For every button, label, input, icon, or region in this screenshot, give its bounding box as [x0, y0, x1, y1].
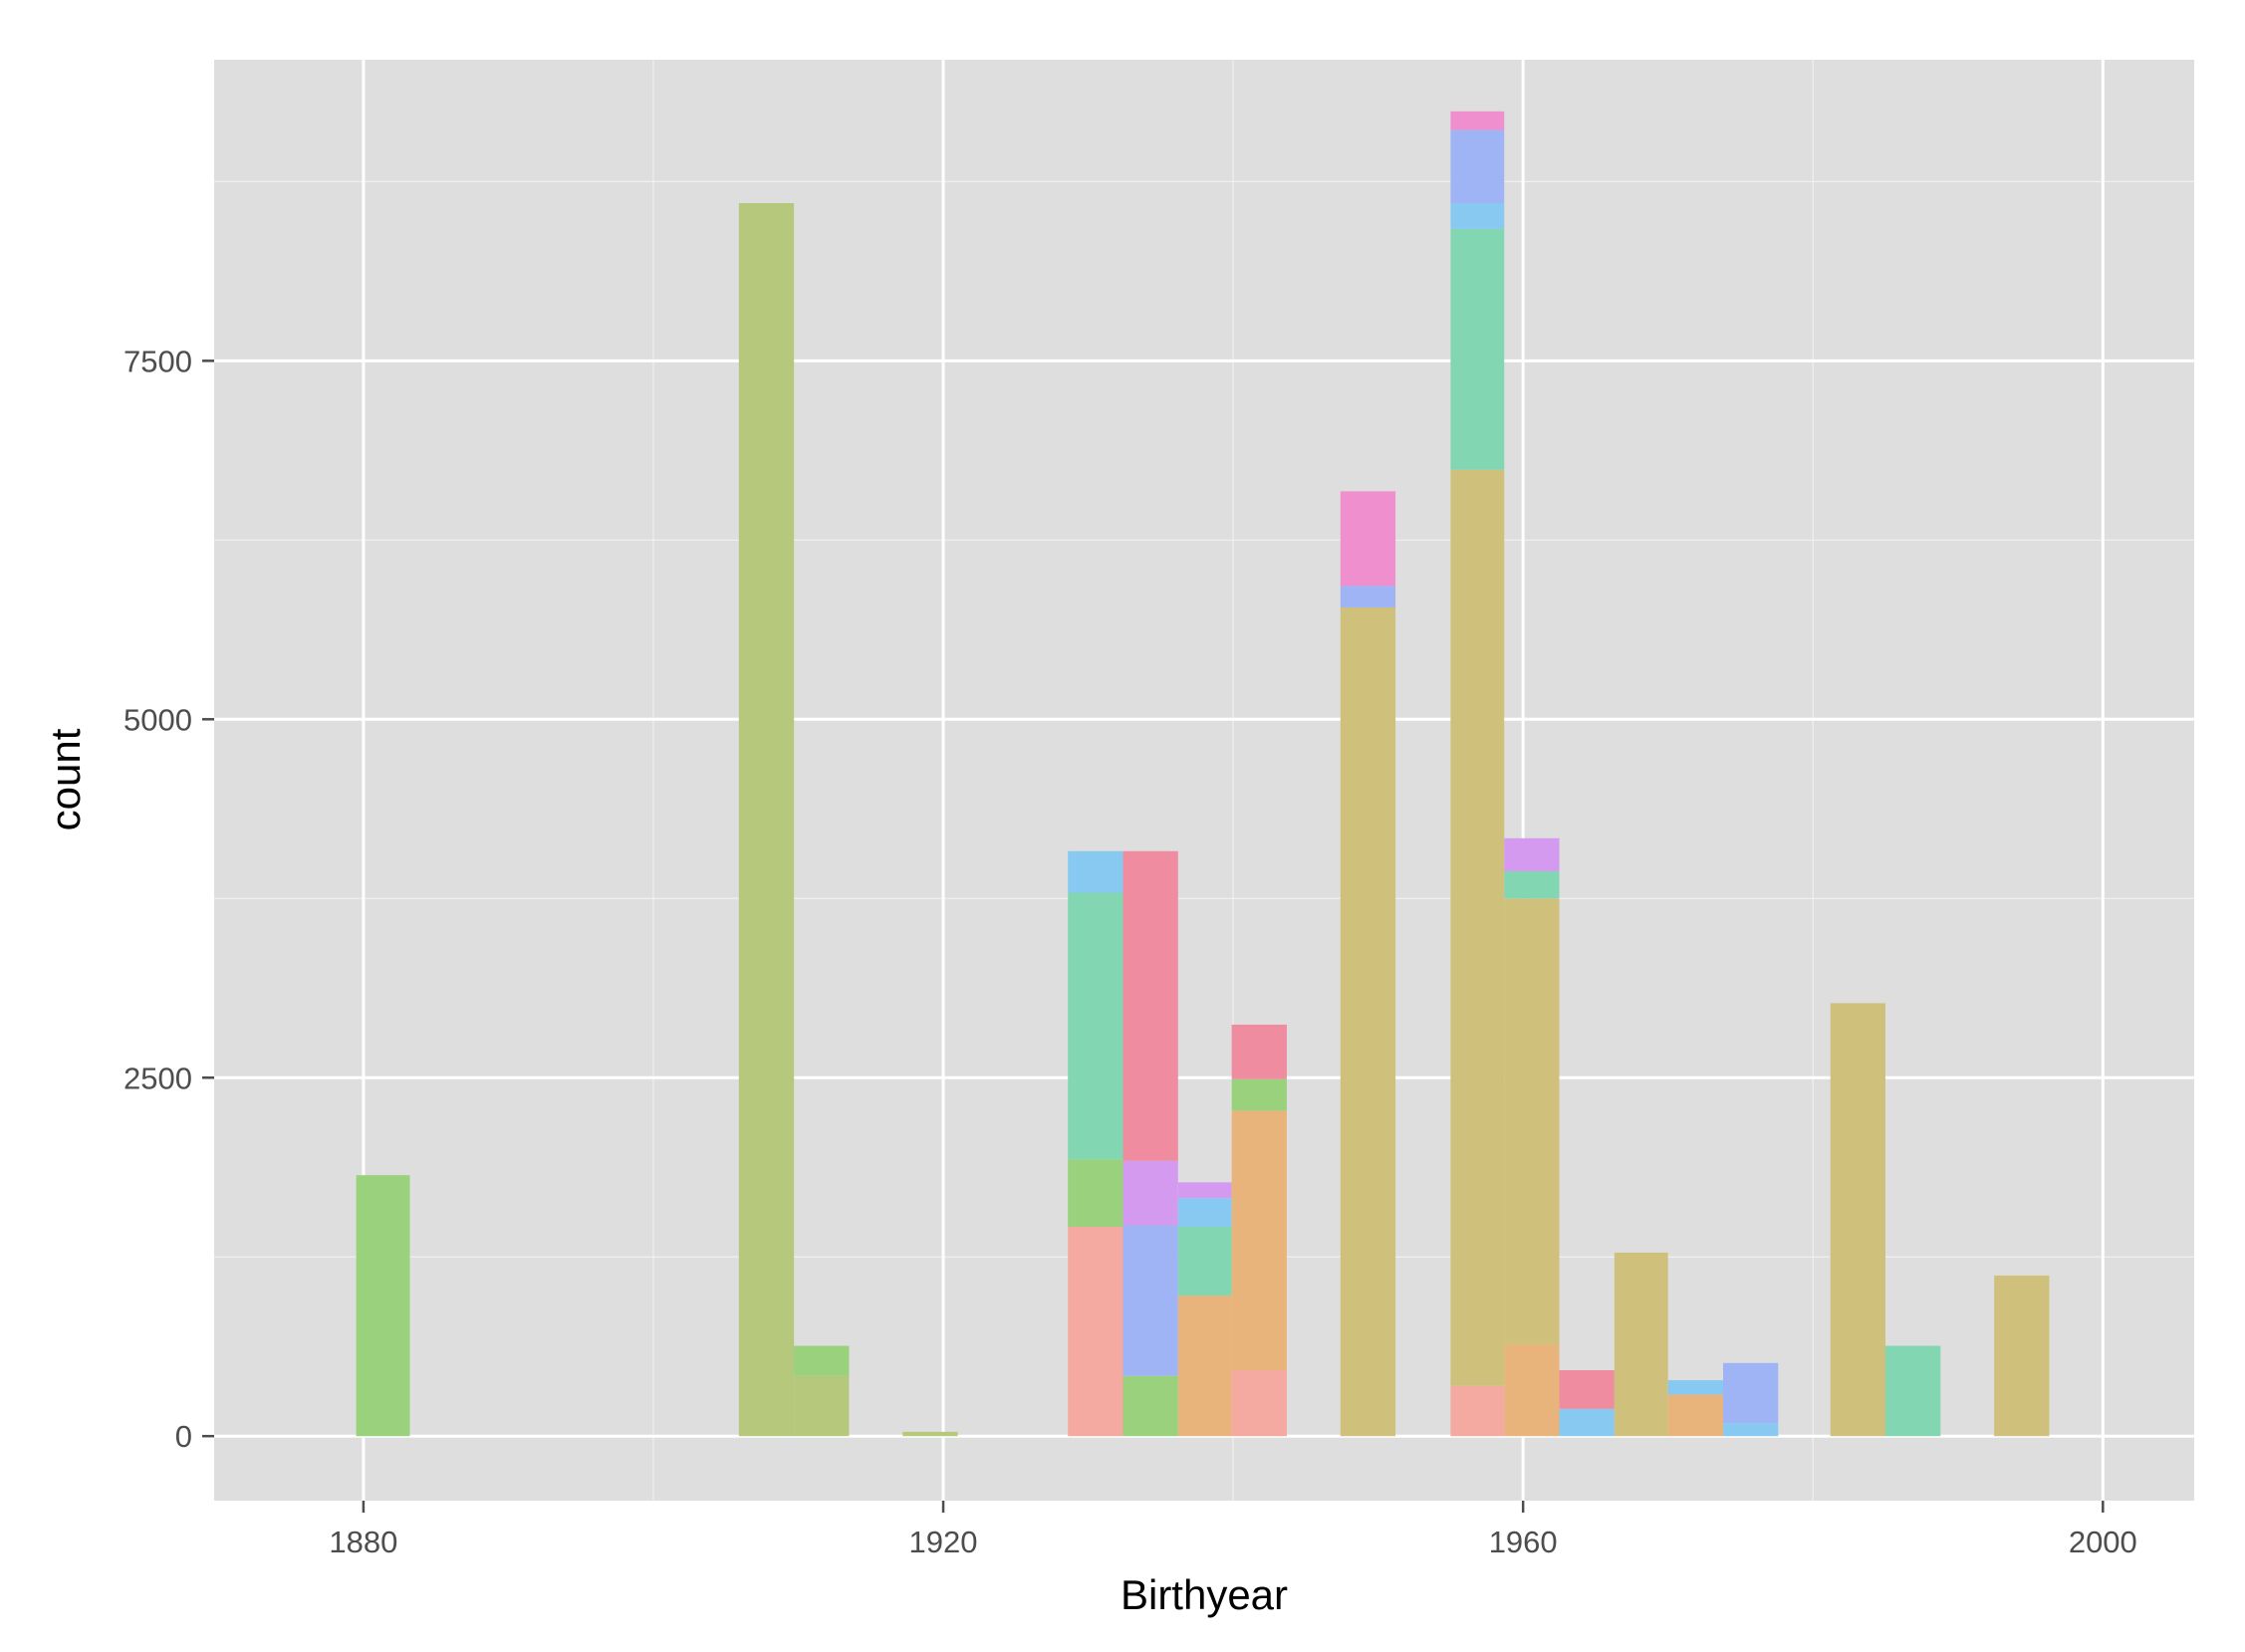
bar-segment-12-0	[1614, 1252, 1668, 1437]
bar-segment-11-0	[1559, 1408, 1615, 1437]
bar-segment-5-3	[1122, 850, 1178, 1161]
bar-segment-16-0	[1885, 1345, 1941, 1437]
bar-segment-9-2	[1450, 228, 1505, 470]
bar-segment-5-1	[1122, 1225, 1178, 1376]
bar-segment-11-1	[1559, 1369, 1615, 1409]
y-tick-label-2: 5000	[124, 702, 192, 737]
bar-segment-10-1	[1504, 898, 1560, 1345]
grid-minor	[214, 60, 2194, 1501]
y-axis-title: count	[42, 728, 89, 830]
bar-segment-4-2	[1068, 892, 1123, 1160]
bar-segment-10-0	[1504, 1344, 1560, 1437]
grid-major	[214, 60, 2194, 1501]
bar-segment-10-2	[1504, 870, 1560, 899]
bar-segment-14-1	[1723, 1362, 1779, 1424]
x-axis: 1880 1920 1960 2000	[329, 1501, 2137, 1559]
bar-segment-9-3	[1450, 202, 1505, 229]
bar-segment-9-0	[1450, 1385, 1505, 1437]
bar-segment-8-1	[1340, 586, 1396, 608]
bar-segment-8-0	[1340, 607, 1396, 1437]
bar-segment-17-0	[1994, 1275, 2050, 1437]
bar-segment-2-0	[794, 1375, 850, 1437]
bar-segment-4-0	[1068, 1226, 1123, 1437]
bar-segment-4-1	[1068, 1159, 1123, 1227]
bar-segment-6-0	[1177, 1296, 1232, 1437]
bar-segment-13-1	[1667, 1380, 1724, 1395]
bar-segment-7-2	[1231, 1078, 1287, 1111]
bar-segment-4-3	[1068, 850, 1123, 893]
bar-segment-13-0	[1667, 1394, 1724, 1437]
bar-segment-9-1	[1450, 469, 1505, 1386]
bar-segment-2-1	[794, 1345, 850, 1376]
bar-segment-9-5	[1450, 111, 1505, 130]
bar-segment-5-0	[1122, 1375, 1178, 1437]
bar-segment-5-2	[1122, 1160, 1178, 1226]
x-tick-label-3: 2000	[2069, 1525, 2137, 1559]
y-tick-label-1: 2500	[124, 1061, 192, 1095]
bar-segment-15-0	[1830, 1003, 1886, 1437]
x-tick-label-1: 1920	[909, 1525, 978, 1559]
x-tick-label-2: 1960	[1489, 1525, 1558, 1559]
bar-segment-8-2	[1340, 491, 1396, 587]
y-axis: 0 2500 5000 7500	[124, 344, 214, 1454]
bar-segment-6-3	[1177, 1182, 1232, 1199]
bar-segment-9-4	[1450, 129, 1505, 203]
bars	[356, 111, 2050, 1437]
bar-segment-6-1	[1177, 1226, 1232, 1297]
bar-segment-3-0	[902, 1431, 958, 1437]
bar-segment-6-2	[1177, 1198, 1232, 1227]
bar-segment-1-0	[738, 202, 795, 1437]
y-tick-label-3: 7500	[124, 344, 192, 378]
bar-segment-10-3	[1504, 837, 1560, 871]
bar-segment-7-3	[1231, 1024, 1287, 1079]
x-axis-title: Birthyear	[1121, 1571, 1288, 1618]
bar-segment-14-0	[1723, 1423, 1779, 1437]
x-tick-label-0: 1880	[329, 1525, 397, 1559]
bar-segment-7-1	[1231, 1110, 1287, 1370]
bar-segment-0-0	[356, 1175, 410, 1437]
y-tick-label-0: 0	[175, 1419, 192, 1454]
bar-segment-7-0	[1231, 1369, 1287, 1437]
